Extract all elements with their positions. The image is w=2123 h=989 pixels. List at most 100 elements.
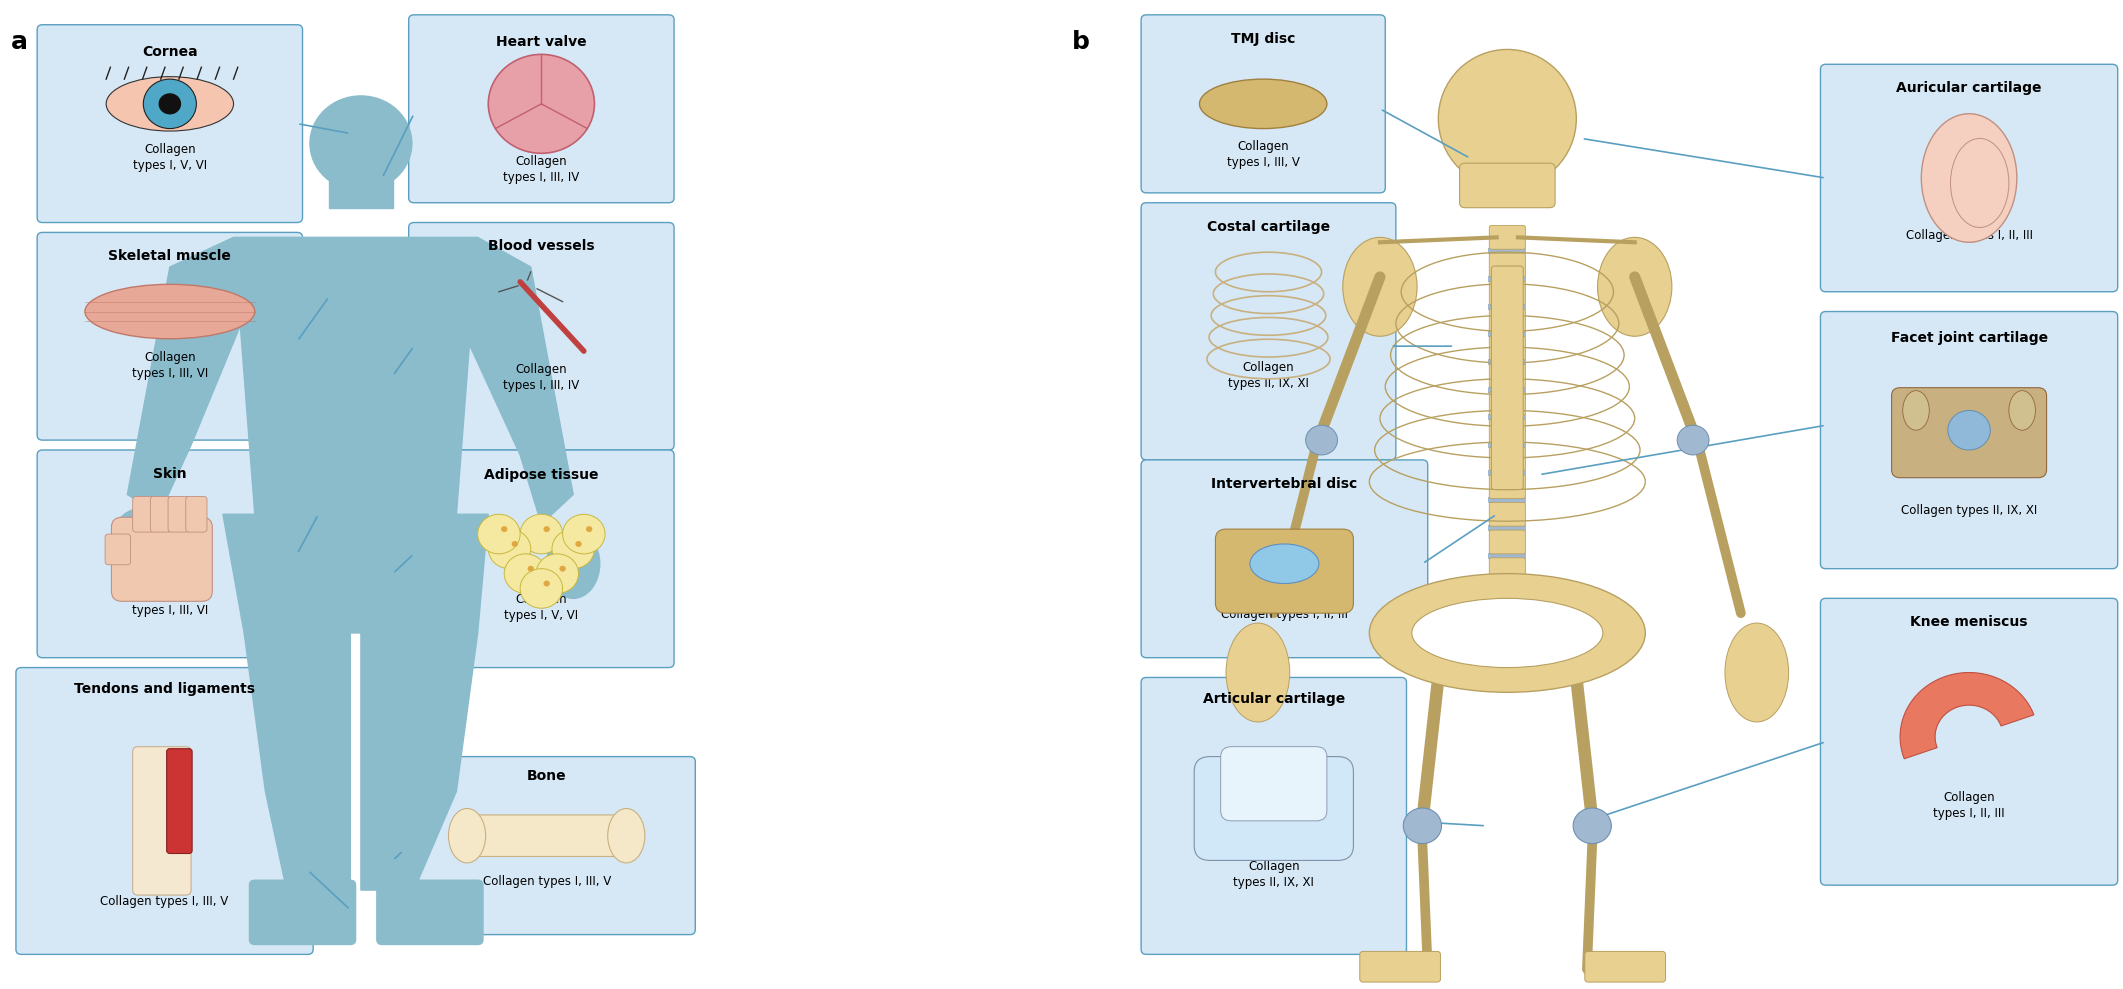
Circle shape	[488, 54, 594, 153]
FancyBboxPatch shape	[1490, 419, 1524, 443]
Circle shape	[543, 526, 550, 532]
FancyBboxPatch shape	[1490, 253, 1524, 277]
FancyBboxPatch shape	[38, 450, 304, 658]
Text: TMJ disc: TMJ disc	[1231, 32, 1295, 45]
Circle shape	[501, 526, 507, 532]
FancyBboxPatch shape	[1490, 364, 1524, 388]
Text: Skeletal muscle: Skeletal muscle	[108, 249, 231, 263]
Ellipse shape	[1369, 574, 1645, 692]
FancyBboxPatch shape	[166, 749, 191, 854]
Text: Collagen
types I, III, VI: Collagen types I, III, VI	[132, 588, 208, 617]
FancyBboxPatch shape	[1488, 359, 1526, 365]
FancyBboxPatch shape	[1490, 336, 1524, 360]
FancyBboxPatch shape	[399, 757, 696, 935]
Text: Collagen
types I, III, IV: Collagen types I, III, IV	[503, 155, 580, 184]
FancyBboxPatch shape	[17, 668, 314, 954]
Text: Adipose tissue: Adipose tissue	[484, 468, 599, 482]
FancyBboxPatch shape	[329, 168, 393, 208]
Ellipse shape	[1951, 138, 2008, 227]
FancyBboxPatch shape	[1819, 598, 2119, 885]
Polygon shape	[456, 237, 573, 524]
FancyBboxPatch shape	[1488, 276, 1526, 282]
FancyBboxPatch shape	[1361, 951, 1439, 982]
Circle shape	[1306, 425, 1337, 455]
Circle shape	[478, 514, 520, 554]
FancyBboxPatch shape	[1488, 636, 1526, 642]
FancyBboxPatch shape	[1193, 757, 1354, 860]
Ellipse shape	[1412, 598, 1603, 668]
FancyBboxPatch shape	[408, 450, 675, 668]
FancyBboxPatch shape	[1142, 677, 1405, 954]
Ellipse shape	[1227, 623, 1291, 722]
FancyBboxPatch shape	[113, 517, 212, 601]
Text: Auricular cartilage: Auricular cartilage	[1896, 81, 2042, 95]
Text: Collagen
types I, III, IV: Collagen types I, III, IV	[503, 363, 580, 392]
Text: Heart valve: Heart valve	[497, 35, 586, 48]
Ellipse shape	[1250, 544, 1318, 584]
Text: Collagen
types I, V, VI: Collagen types I, V, VI	[505, 593, 577, 622]
Polygon shape	[361, 633, 478, 890]
Text: Blood vessels: Blood vessels	[488, 239, 594, 253]
FancyBboxPatch shape	[469, 815, 624, 856]
Ellipse shape	[85, 285, 255, 338]
Text: Collagen
types I, III, VI: Collagen types I, III, VI	[132, 351, 208, 380]
Circle shape	[512, 541, 518, 547]
FancyBboxPatch shape	[1490, 558, 1524, 582]
FancyBboxPatch shape	[1488, 387, 1526, 393]
Text: Collagen
types II, IX, XI: Collagen types II, IX, XI	[1233, 860, 1314, 889]
Circle shape	[520, 514, 563, 554]
Circle shape	[586, 526, 592, 532]
FancyBboxPatch shape	[1488, 497, 1526, 503]
Circle shape	[1573, 808, 1611, 844]
FancyBboxPatch shape	[151, 496, 172, 532]
Circle shape	[563, 514, 605, 554]
Circle shape	[1949, 410, 1991, 450]
FancyBboxPatch shape	[38, 232, 304, 440]
FancyBboxPatch shape	[408, 223, 675, 450]
FancyBboxPatch shape	[1490, 502, 1524, 526]
Text: Costal cartilage: Costal cartilage	[1208, 220, 1329, 233]
FancyBboxPatch shape	[1488, 414, 1526, 420]
Text: Collagen types I, II, III: Collagen types I, II, III	[1221, 608, 1348, 621]
Ellipse shape	[607, 809, 645, 862]
Text: Tendons and ligaments: Tendons and ligaments	[74, 682, 255, 696]
FancyBboxPatch shape	[1490, 613, 1524, 637]
Polygon shape	[234, 237, 478, 514]
FancyBboxPatch shape	[1819, 64, 2119, 292]
Ellipse shape	[1902, 391, 1930, 430]
Circle shape	[1677, 425, 1709, 455]
FancyBboxPatch shape	[1488, 248, 1526, 254]
Ellipse shape	[448, 809, 486, 862]
Circle shape	[560, 566, 565, 572]
Circle shape	[1403, 808, 1442, 844]
Ellipse shape	[2008, 391, 2036, 430]
Polygon shape	[1900, 673, 2034, 759]
FancyBboxPatch shape	[1461, 163, 1554, 208]
Text: Collagen types I, II, III: Collagen types I, II, III	[1906, 229, 2032, 242]
Text: Knee meniscus: Knee meniscus	[1911, 615, 2027, 629]
FancyBboxPatch shape	[1488, 442, 1526, 448]
Text: Collagen types I, III, V: Collagen types I, III, V	[482, 875, 611, 888]
FancyBboxPatch shape	[1488, 608, 1526, 614]
FancyBboxPatch shape	[1490, 309, 1524, 332]
FancyBboxPatch shape	[132, 747, 191, 895]
Polygon shape	[127, 237, 244, 514]
FancyBboxPatch shape	[1221, 747, 1327, 821]
Text: Intervertebral disc: Intervertebral disc	[1212, 477, 1357, 491]
FancyBboxPatch shape	[251, 880, 355, 944]
Ellipse shape	[1344, 237, 1418, 336]
FancyBboxPatch shape	[1490, 392, 1524, 415]
FancyBboxPatch shape	[1488, 304, 1526, 310]
FancyBboxPatch shape	[1490, 641, 1524, 665]
FancyBboxPatch shape	[132, 496, 153, 532]
FancyBboxPatch shape	[1488, 525, 1526, 531]
Ellipse shape	[106, 77, 234, 131]
Text: Collagen
types I, V, VI: Collagen types I, V, VI	[134, 143, 206, 172]
Circle shape	[310, 96, 412, 191]
FancyBboxPatch shape	[187, 496, 206, 532]
Circle shape	[575, 541, 582, 547]
Ellipse shape	[548, 529, 601, 598]
Ellipse shape	[1439, 49, 1575, 188]
FancyBboxPatch shape	[1490, 530, 1524, 554]
FancyBboxPatch shape	[1490, 266, 1524, 490]
